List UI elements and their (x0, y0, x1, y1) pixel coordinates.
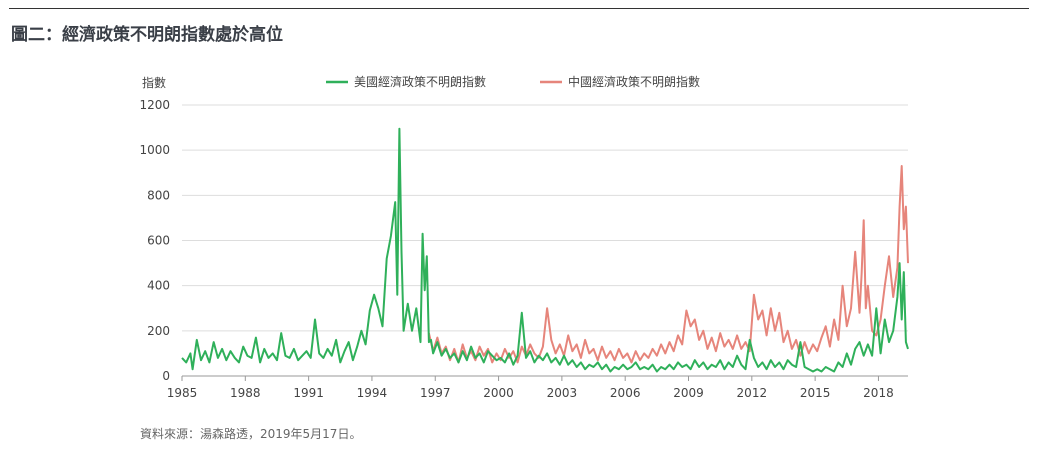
y-tick-label: 1200 (139, 98, 170, 112)
x-tick-label: 2006 (610, 386, 641, 400)
x-tick-label: 2009 (673, 386, 704, 400)
legend-label: 美國經濟政策不明朗指數 (354, 74, 486, 89)
us-series-line (181, 127, 909, 373)
x-tick-label: 1985 (167, 386, 198, 400)
y-axis-label: 指數 (142, 75, 166, 90)
chart-title: 圖二：經濟政策不明朗指數處於高位 (11, 25, 283, 45)
x-tick-label: 1997 (420, 386, 451, 400)
x-tick-label: 1994 (357, 386, 388, 400)
x-tick-label: 1988 (230, 386, 261, 400)
x-tick-label: 2015 (800, 386, 831, 400)
y-tick-label: 0 (162, 369, 170, 383)
y-tick-label: 1000 (139, 143, 170, 157)
x-tick-label: 1991 (293, 386, 324, 400)
grid-lines (182, 104, 908, 377)
x-tick-label: 2018 (863, 386, 894, 400)
source-note: 資料來源：湯森路透，2019年5月17日。 (140, 427, 362, 441)
y-tick-label: 400 (147, 279, 170, 293)
y-tick-label: 800 (147, 188, 170, 202)
legend-label: 中國經濟政策不明朗指數 (568, 74, 700, 89)
x-tick-label: 2012 (737, 386, 768, 400)
series-lines (181, 127, 909, 373)
y-tick-labels: 0 200 400 600 800 1000 1200 (139, 98, 170, 383)
y-tick-label: 600 (147, 234, 170, 248)
china-series-line (427, 165, 909, 364)
x-tick-label: 2000 (483, 386, 514, 400)
x-tick-label: 2003 (547, 386, 578, 400)
x-tick-labels: 1985 1988 1991 1994 1997 2000 2003 2006 2009 2012… (167, 376, 894, 400)
y-tick-label: 200 (147, 324, 170, 338)
top-rule (9, 8, 1029, 9)
legend: 美國經濟政策不明朗指數 中國經濟政策不明朗指數 (326, 74, 700, 89)
